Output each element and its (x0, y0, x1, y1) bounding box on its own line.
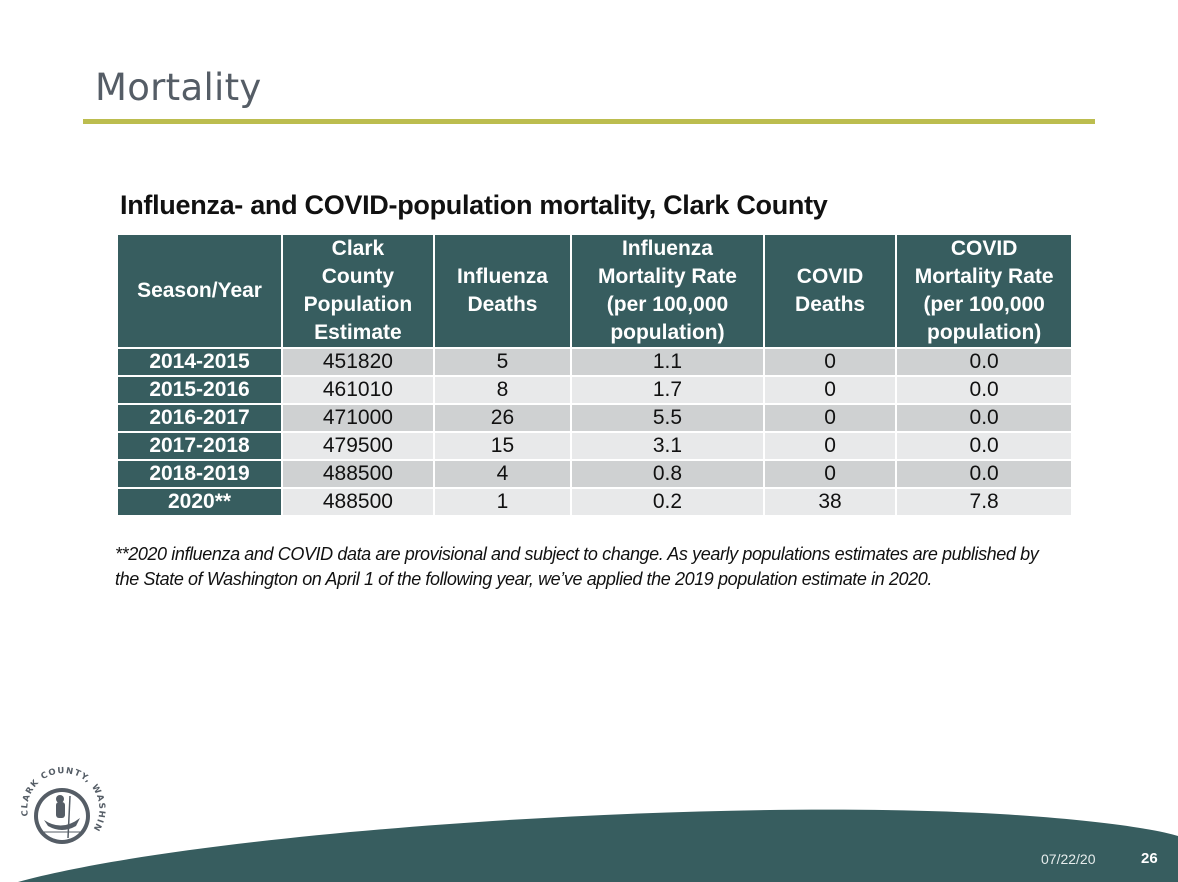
table-row: 2014-2015 451820 5 1.1 0 0.0 (118, 347, 1071, 376)
cell-covid-rate: 7.8 (896, 487, 1071, 515)
cell-covid-deaths: 0 (763, 431, 898, 460)
cell-influenza-deaths: 1 (433, 487, 573, 515)
slide-title: Mortality (95, 66, 262, 109)
cell-population: 488500 (282, 459, 435, 488)
header-line: Mortality Rate (598, 265, 737, 288)
header-line: COVID (950, 237, 1018, 260)
cell-covid-rate: 0.0 (896, 431, 1071, 460)
page-number: 26 (1141, 850, 1158, 867)
cell-influenza-rate: 3.1 (571, 431, 765, 460)
cell-season-year: 2015-2016 (118, 375, 284, 404)
table-row: 2018-2019 488500 4 0.8 0 0.0 (118, 459, 1071, 488)
footer-date: 07/22/20 (1041, 851, 1096, 867)
header-line: Season/Year (137, 279, 262, 302)
cell-covid-deaths: 0 (763, 347, 898, 376)
header-line: Deaths (467, 293, 538, 316)
cell-season-year: 2017-2018 (118, 431, 284, 460)
header-line: population) (610, 321, 725, 344)
header-line: Influenza (456, 265, 548, 288)
mortality-table: Season/Year Clark County Population Estimat… (118, 235, 1071, 515)
header-covid-mortality-rate: COVID Mortality Rate (per 100,000 populatio… (896, 235, 1071, 348)
cell-population: 461010 (282, 375, 435, 404)
table-row: 2020** 488500 1 0.2 38 7.8 (118, 487, 1071, 515)
cell-covid-rate: 0.0 (896, 347, 1071, 376)
cell-influenza-rate: 5.5 (571, 403, 765, 432)
cell-influenza-deaths: 4 (433, 459, 573, 488)
header-line: Estimate (314, 321, 402, 344)
header-season-year: Season/Year (118, 235, 284, 348)
header-line: (per 100,000 (923, 293, 1045, 316)
header-line: Influenza (621, 237, 713, 260)
cell-influenza-deaths: 26 (433, 403, 573, 432)
table-caption: Influenza- and COVID-population mortalit… (120, 190, 828, 220)
cell-influenza-rate: 0.2 (571, 487, 765, 515)
cell-influenza-rate: 1.7 (571, 375, 765, 404)
cell-covid-rate: 0.0 (896, 459, 1071, 488)
cell-season-year: 2016-2017 (118, 403, 284, 432)
header-influenza-mortality-rate: Influenza Mortality Rate (per 100,000 popul… (571, 235, 765, 348)
table-header-row: Season/Year Clark County Population Estimat… (118, 235, 1071, 348)
cell-season-year: 2014-2015 (118, 347, 284, 376)
cell-influenza-rate: 0.8 (571, 459, 765, 488)
header-line: Deaths (795, 293, 866, 316)
header-line: (per 100,000 (606, 293, 729, 316)
header-line: Mortality Rate (914, 265, 1054, 288)
header-line: population) (927, 321, 1042, 344)
table-row: 2017-2018 479500 15 3.1 0 0.0 (118, 431, 1071, 460)
cell-covid-deaths: 0 (763, 459, 898, 488)
cell-population: 479500 (282, 431, 435, 460)
cell-influenza-rate: 1.1 (571, 347, 765, 376)
header-population-estimate: Clark County Population Estimate (282, 235, 435, 348)
cell-population: 451820 (282, 347, 435, 376)
cell-population: 488500 (282, 487, 435, 515)
footnote: **2020 influenza and COVID data are prov… (115, 544, 1039, 589)
header-line: COVID (796, 265, 864, 288)
cell-influenza-deaths: 15 (433, 431, 573, 460)
cell-season-year: 2018-2019 (118, 459, 284, 488)
cell-season-year: 2020** (118, 487, 284, 515)
table-row: 2015-2016 461010 8 1.7 0 0.0 (118, 375, 1071, 404)
footer-wave-band (0, 809, 1178, 882)
header-line: Population (303, 293, 413, 316)
clark-county-seal-logo: CLARK COUNTY, WASHINGTON (14, 766, 105, 844)
cell-population: 471000 (282, 403, 435, 432)
cell-covid-rate: 0.0 (896, 403, 1071, 432)
title-divider (83, 119, 1095, 124)
header-influenza-deaths: Influenza Deaths (433, 235, 573, 348)
header-line: County (321, 265, 395, 288)
header-covid-deaths: COVID Deaths (763, 235, 898, 348)
header-line: Clark (331, 237, 385, 260)
cell-influenza-deaths: 8 (433, 375, 573, 404)
cell-covid-deaths: 0 (763, 403, 898, 432)
cell-covid-deaths: 38 (763, 487, 898, 515)
cell-covid-deaths: 0 (763, 375, 898, 404)
cell-influenza-deaths: 5 (433, 347, 573, 376)
cell-covid-rate: 0.0 (896, 375, 1071, 404)
table-row: 2016-2017 471000 26 5.5 0 0.0 (118, 403, 1071, 432)
